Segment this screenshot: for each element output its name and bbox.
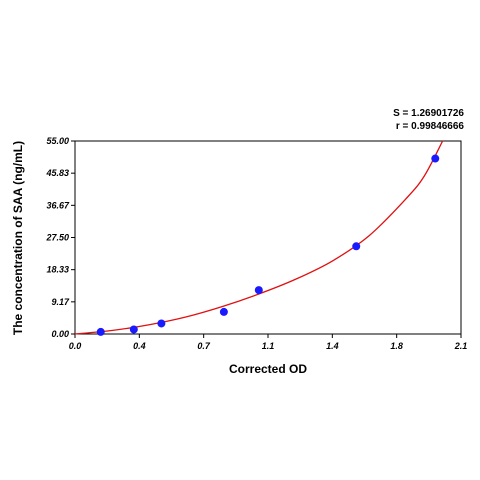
y-tick-label: 27.50 (45, 233, 69, 243)
s-value: S = 1.26901726 (393, 108, 464, 119)
data-point (96, 327, 105, 336)
data-point (431, 154, 440, 163)
x-axis-title: Corrected OD (229, 362, 307, 376)
y-tick-label: 45.83 (45, 168, 69, 178)
y-tick-label: 9.17 (51, 297, 70, 307)
x-axis-ticks: 0.0 0.4 0.7 1.1 1.4 1.8 2.1 (69, 334, 468, 351)
y-tick-label: 18.33 (46, 265, 69, 275)
fit-curve (74, 140, 444, 335)
x-tick-label: 1.8 (390, 341, 403, 351)
r-value: r = 0.99846666 (395, 121, 464, 132)
data-point (219, 307, 228, 316)
y-axis-ticks: 0.00 9.17 18.33 27.50 36.67 45.83 55.00 (45, 136, 75, 339)
y-axis-title: The concentration of SAA (ng/mL) (11, 141, 25, 335)
y-tick-label: 36.67 (46, 200, 70, 210)
data-point (129, 325, 138, 334)
x-tick-label: 1.1 (262, 341, 275, 351)
x-tick-label: 2.1 (454, 341, 468, 351)
data-points (96, 154, 440, 336)
data-point (157, 319, 166, 328)
x-tick-label: 0.0 (69, 341, 82, 351)
plot-frame (74, 140, 462, 335)
x-tick-label: 1.4 (326, 341, 339, 351)
y-tick-label: 0.00 (51, 329, 69, 339)
y-tick-label: 55.00 (46, 136, 69, 146)
x-tick-label: 0.4 (133, 341, 146, 351)
data-point (254, 286, 263, 295)
data-point (352, 242, 361, 251)
x-tick-label: 0.7 (197, 341, 211, 351)
